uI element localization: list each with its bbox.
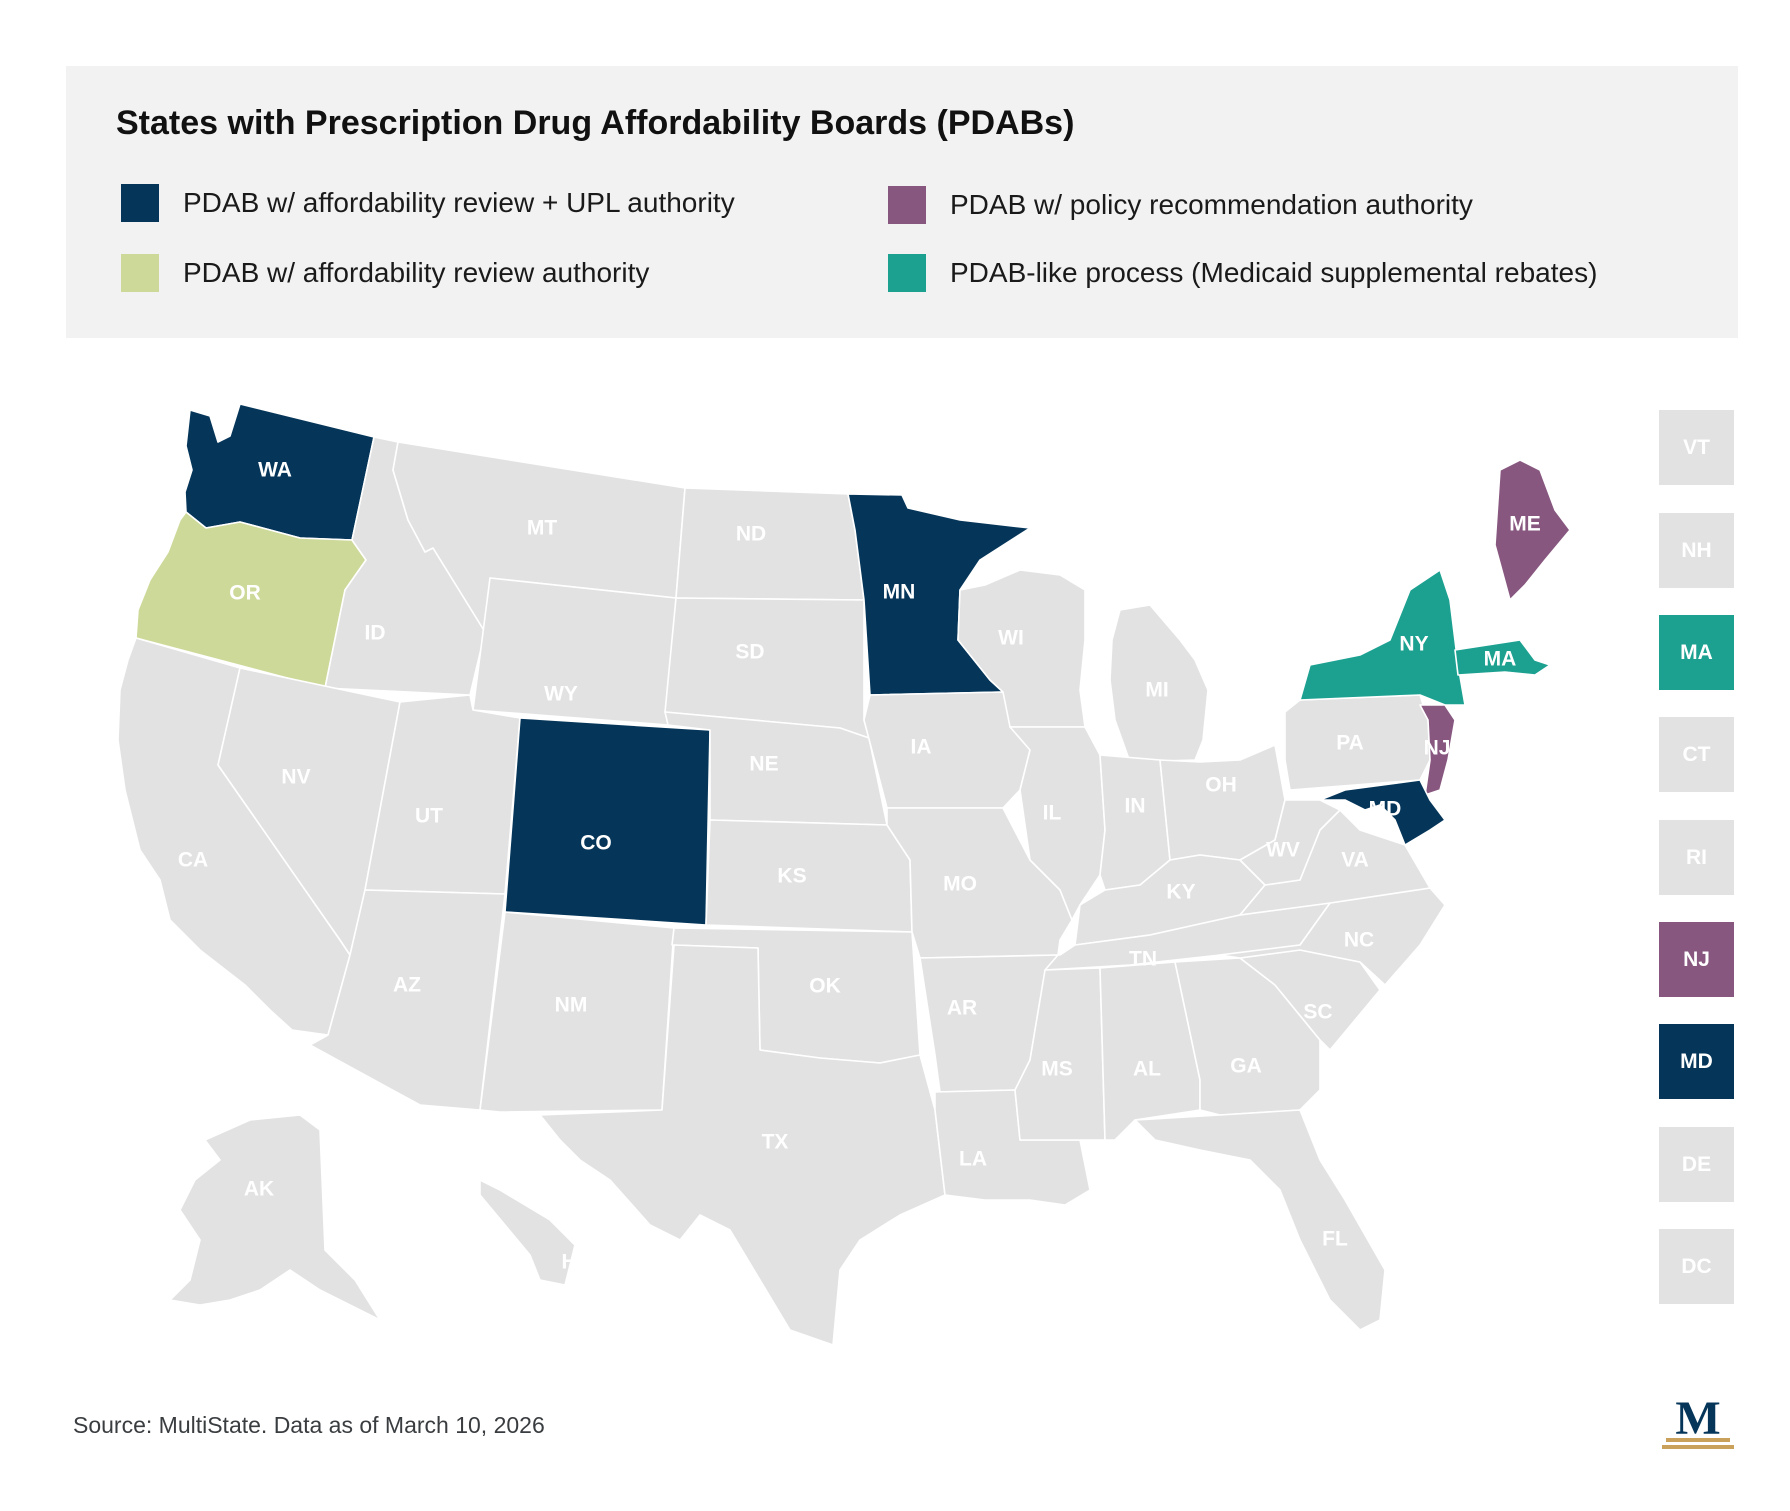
state-label-wi: WI — [998, 627, 1024, 650]
legend-label-upl: PDAB w/ affordability review + UPL autho… — [183, 187, 735, 218]
state-mi — [1109, 604, 1209, 763]
state-label-mi: MI — [1145, 679, 1168, 702]
state-label-ca: CA — [178, 849, 208, 872]
state-label-nm: NM — [555, 994, 588, 1017]
state-label-ok: OK — [809, 975, 841, 998]
state-label-nd: ND — [736, 523, 766, 546]
state-label-in: IN — [1125, 795, 1146, 818]
state-hi — [479, 1179, 576, 1286]
legend-swatch-policy — [888, 186, 926, 224]
state-label-ak: AK — [244, 1178, 274, 1201]
tile-vt: VT — [1659, 410, 1734, 485]
state-label-la: LA — [959, 1148, 987, 1171]
state-nc — [1219, 887, 1446, 986]
state-label-ga: GA — [1230, 1055, 1262, 1078]
tile-de: DE — [1659, 1127, 1734, 1202]
multistate-logo-icon: M — [1662, 1392, 1734, 1449]
state-label-me: ME — [1509, 513, 1541, 536]
state-ia — [863, 691, 1031, 809]
state-label-ut: UT — [415, 805, 443, 828]
state-label-md: MD — [1369, 798, 1402, 821]
state-il — [1009, 726, 1106, 921]
source-note: Source: MultiState. Data as of March 10,… — [73, 1412, 545, 1438]
legend-item-review: PDAB w/ affordability review authority — [121, 253, 649, 293]
legend-label-medicaid: PDAB-like process (Medicaid supplemental… — [950, 257, 1598, 288]
state-wi — [957, 569, 1086, 728]
state-label-ma: MA — [1484, 648, 1517, 671]
state-label-ia: IA — [911, 736, 932, 759]
state-mo — [886, 807, 1073, 959]
legend-item-policy: PDAB w/ policy recommendation authority — [888, 185, 1473, 225]
state-label-mn: MN — [883, 581, 916, 604]
state-ny — [1299, 569, 1466, 706]
state-label-va: VA — [1341, 849, 1369, 872]
legend-item-upl: PDAB w/ affordability review + UPL autho… — [121, 183, 735, 223]
state-label-ks: KS — [777, 865, 806, 888]
tile-nh: NH — [1659, 513, 1734, 588]
state-label-nj: NJ — [1424, 737, 1451, 760]
logo-letter: M — [1675, 1392, 1720, 1445]
state-md — [1319, 779, 1446, 846]
tile-nj: NJ — [1659, 922, 1734, 997]
state-ma — [1454, 639, 1551, 676]
state-label-co: CO — [580, 832, 612, 855]
logo-bar-2 — [1662, 1445, 1734, 1449]
state-label-ne: NE — [749, 753, 778, 776]
state-nj — [1419, 704, 1456, 796]
state-label-az: AZ — [393, 974, 421, 997]
state-label-wa: WA — [258, 459, 292, 482]
state-ak — [169, 1114, 381, 1321]
state-wv — [1239, 799, 1341, 886]
state-co — [504, 717, 711, 926]
state-az — [309, 889, 506, 1111]
state-ks — [705, 819, 913, 933]
legend-swatch-medicaid — [888, 254, 926, 292]
state-tx — [539, 944, 946, 1346]
legend-item-medicaid: PDAB-like process (Medicaid supplemental… — [888, 253, 1597, 293]
state-label-nv: NV — [281, 766, 310, 789]
legend-swatch-upl — [121, 184, 159, 222]
state-me — [1494, 459, 1571, 601]
state-label-al: AL — [1133, 1058, 1161, 1081]
state-ms — [1014, 967, 1106, 1141]
state-label-sd: SD — [735, 641, 764, 664]
state-label-sc: SC — [1303, 1001, 1332, 1024]
state-label-or: OR — [229, 582, 261, 605]
state-label-hi: HI — [562, 1251, 583, 1274]
state-label-tx: TX — [762, 1131, 789, 1154]
state-label-ny: NY — [1399, 633, 1428, 656]
state-nm — [479, 911, 675, 1113]
state-label-id: ID — [365, 622, 386, 645]
state-label-il: IL — [1043, 802, 1062, 825]
legend-swatch-review — [121, 254, 159, 292]
tile-dc: DC — [1659, 1229, 1734, 1304]
chart-title: States with Prescription Drug Affordabil… — [116, 104, 1075, 142]
legend-panel: States with Prescription Drug Affordabil… — [66, 66, 1738, 338]
state-label-ar: AR — [947, 997, 977, 1020]
state-label-ms: MS — [1041, 1058, 1073, 1081]
state-label-mo: MO — [943, 873, 977, 896]
legend-label-policy: PDAB w/ policy recommendation authority — [950, 189, 1473, 220]
state-label-wy: WY — [544, 683, 578, 706]
tile-ct: CT — [1659, 717, 1734, 792]
legend-label-review: PDAB w/ affordability review authority — [183, 257, 650, 288]
tile-ma: MA — [1659, 615, 1734, 690]
state-label-pa: PA — [1336, 732, 1364, 755]
state-nd — [675, 487, 865, 601]
state-label-oh: OH — [1205, 774, 1237, 797]
state-label-mt: MT — [527, 517, 557, 540]
tile-ri: RI — [1659, 820, 1734, 895]
state-fl — [1134, 1109, 1386, 1331]
state-label-ky: KY — [1166, 881, 1195, 904]
logo-bar-1 — [1666, 1438, 1730, 1442]
state-label-tn: TN — [1129, 948, 1157, 971]
tile-md: MD — [1659, 1024, 1734, 1099]
state-label-fl: FL — [1322, 1228, 1348, 1251]
state-label-nc: NC — [1344, 929, 1374, 952]
state-label-wv: WV — [1266, 839, 1300, 862]
